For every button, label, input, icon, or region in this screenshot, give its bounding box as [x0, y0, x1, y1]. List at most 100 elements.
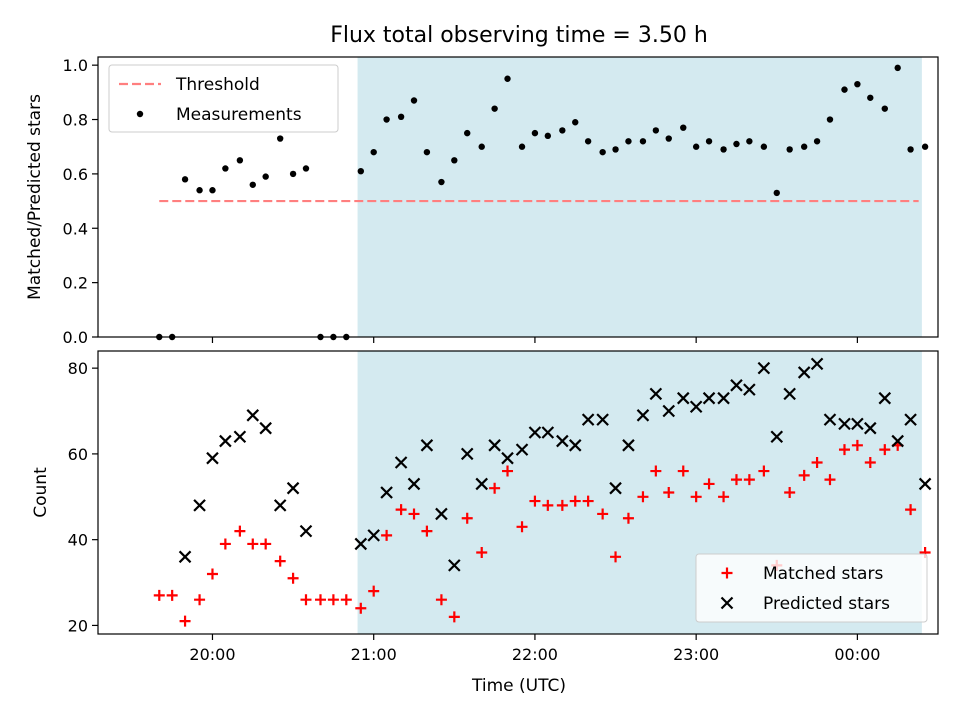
bottom-point [233, 430, 247, 444]
bottom-point [529, 495, 541, 507]
bottom-point [488, 439, 501, 452]
bottom-point [501, 451, 514, 465]
bottom-point [596, 413, 609, 426]
top-point [491, 105, 498, 112]
top-point [249, 181, 256, 188]
bottom-point [811, 456, 823, 468]
axes-frame [97, 350, 939, 635]
bottom-point [581, 413, 595, 426]
bottom-point [610, 551, 622, 563]
y-tick-label: 0.6 [63, 165, 88, 184]
y-tick-label: 0.8 [63, 111, 88, 130]
bottom-point [757, 361, 771, 375]
y-tick-label: 40 [68, 531, 88, 550]
bottom-point [380, 486, 393, 499]
bottom-point [340, 594, 352, 606]
bottom-point [194, 594, 206, 606]
bottom-point [206, 451, 219, 465]
top-point [705, 138, 713, 145]
y-tick-label: 0.4 [63, 219, 88, 238]
legend-marker-swatch [720, 596, 734, 610]
bottom-point [743, 474, 755, 486]
bottom-point [650, 465, 662, 477]
bottom-point [718, 491, 730, 503]
top-point [572, 119, 579, 126]
top-point [478, 143, 485, 150]
bottom-point [259, 421, 272, 435]
bottom-point [717, 391, 730, 405]
legend-label: Matched stars [763, 564, 883, 584]
bottom-point [622, 439, 635, 452]
bottom-point [689, 400, 703, 414]
top-point [559, 127, 566, 134]
top-point [181, 176, 189, 183]
top-point [531, 129, 539, 137]
top-series-0 [156, 64, 929, 341]
top-point [625, 138, 632, 145]
top-point [357, 167, 365, 175]
bottom-point [864, 421, 877, 435]
top-point [518, 143, 526, 150]
top-point [760, 143, 768, 150]
bottom-point [476, 547, 488, 559]
bottom-point [355, 602, 367, 614]
bottom-point [166, 589, 178, 601]
bottom-point [381, 529, 393, 541]
observing-span-highlight [357, 57, 922, 337]
bottom-point [528, 426, 542, 439]
bottom-point [622, 512, 634, 524]
x-tick-label: 23:00 [673, 645, 719, 664]
bottom-point [864, 456, 876, 468]
bottom-point [502, 465, 514, 477]
bottom-point [286, 481, 300, 495]
bottom-point [758, 465, 770, 477]
top-point [867, 94, 874, 101]
legend-label: Predicted stars [763, 594, 890, 614]
bottom-point [770, 430, 784, 444]
top-point [423, 148, 431, 156]
bottom-point [516, 521, 528, 533]
top-point [438, 178, 445, 186]
y-tick-label: 80 [68, 359, 88, 378]
bottom-point [435, 594, 447, 606]
top-point [276, 135, 284, 142]
bottom-point [327, 594, 339, 606]
top-point [692, 143, 700, 150]
bottom-point [905, 504, 917, 516]
y-tick-label: 60 [68, 445, 88, 464]
bottom-point [368, 585, 380, 597]
top-point [746, 138, 753, 145]
top-point [410, 97, 418, 104]
bottom-point [662, 404, 676, 418]
top-point [813, 138, 821, 145]
y-axis-label: Matched/Predicted stars [25, 94, 45, 300]
bottom-point [569, 495, 581, 507]
top-point [544, 132, 552, 140]
bottom-point [663, 487, 675, 498]
bottom-point [260, 538, 272, 550]
bottom-point [421, 525, 433, 537]
bottom-point [420, 439, 434, 452]
bottom-point [287, 572, 299, 584]
bottom-point [582, 495, 594, 507]
bottom-point [690, 491, 702, 503]
bottom-point [730, 474, 742, 486]
top-point [451, 157, 458, 164]
top-point [800, 143, 808, 150]
legend-marker-swatch [721, 567, 733, 579]
bottom-point [299, 524, 313, 538]
bottom-point [219, 538, 231, 550]
top-point [196, 187, 203, 194]
bottom-point [568, 439, 582, 452]
top-point [733, 140, 740, 148]
bottom-point [556, 434, 569, 448]
bottom-point [542, 499, 554, 511]
bottom-point [703, 478, 715, 490]
bottom-series-1 [178, 357, 932, 572]
bottom-point [851, 439, 863, 451]
top-point [894, 64, 901, 72]
chart-title: Flux total observing time = 3.50 h [330, 23, 708, 48]
top-point [720, 146, 727, 153]
bottom-point [367, 529, 380, 542]
